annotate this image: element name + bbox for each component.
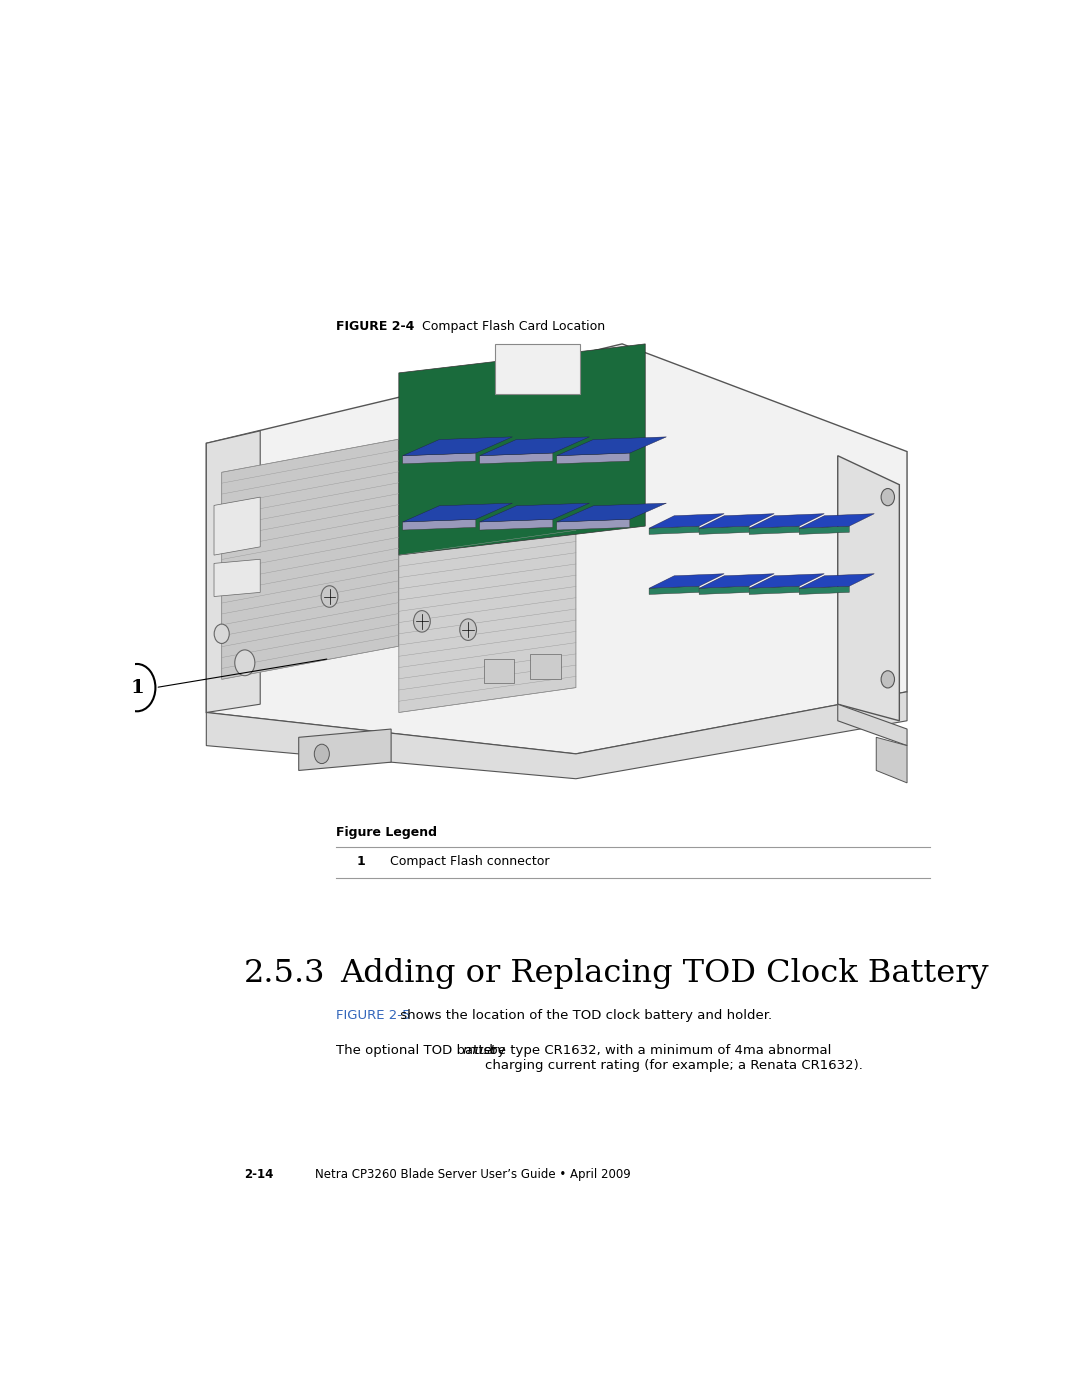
Polygon shape xyxy=(556,453,630,464)
Circle shape xyxy=(460,619,476,640)
Circle shape xyxy=(119,664,156,711)
Polygon shape xyxy=(750,587,799,595)
Polygon shape xyxy=(799,587,849,595)
Polygon shape xyxy=(799,574,875,588)
Polygon shape xyxy=(876,738,907,782)
Polygon shape xyxy=(556,520,630,529)
Polygon shape xyxy=(399,344,645,555)
Text: Compact Flash Card Location: Compact Flash Card Location xyxy=(409,320,605,334)
Polygon shape xyxy=(750,514,824,528)
Text: 1: 1 xyxy=(356,855,365,868)
Circle shape xyxy=(321,585,338,608)
Text: must: must xyxy=(462,1045,496,1058)
Text: 2-14: 2-14 xyxy=(244,1168,273,1180)
Polygon shape xyxy=(699,587,750,595)
Circle shape xyxy=(414,610,430,631)
Polygon shape xyxy=(399,531,576,712)
Text: be type CR1632, with a minimum of 4ma abnormal
charging current rating (for exam: be type CR1632, with a minimum of 4ma ab… xyxy=(485,1045,863,1073)
Polygon shape xyxy=(484,658,514,683)
Polygon shape xyxy=(480,520,553,529)
Text: Compact Flash connector: Compact Flash connector xyxy=(390,855,550,868)
Polygon shape xyxy=(221,439,399,679)
Polygon shape xyxy=(403,453,476,464)
Polygon shape xyxy=(299,729,391,771)
Polygon shape xyxy=(649,574,725,588)
Polygon shape xyxy=(750,527,799,535)
Polygon shape xyxy=(649,527,699,535)
Polygon shape xyxy=(206,430,260,712)
Polygon shape xyxy=(495,344,580,394)
Polygon shape xyxy=(750,574,824,588)
Polygon shape xyxy=(480,453,553,464)
Text: The optional TOD battery: The optional TOD battery xyxy=(336,1045,510,1058)
Text: Netra CP3260 Blade Server User’s Guide • April 2009: Netra CP3260 Blade Server User’s Guide •… xyxy=(315,1168,631,1180)
Polygon shape xyxy=(699,574,774,588)
Polygon shape xyxy=(699,514,774,528)
Polygon shape xyxy=(649,587,699,595)
Text: Adding or Replacing TOD Clock Battery: Adding or Replacing TOD Clock Battery xyxy=(340,958,988,989)
Text: 2.5.3: 2.5.3 xyxy=(244,958,325,989)
Text: 1: 1 xyxy=(130,679,144,697)
Polygon shape xyxy=(556,437,666,455)
Polygon shape xyxy=(556,503,666,522)
Polygon shape xyxy=(206,692,907,778)
Circle shape xyxy=(314,745,329,764)
Polygon shape xyxy=(799,527,849,535)
Text: Figure Legend: Figure Legend xyxy=(336,826,437,840)
Polygon shape xyxy=(480,503,590,522)
Polygon shape xyxy=(403,437,512,455)
Polygon shape xyxy=(799,514,875,528)
Polygon shape xyxy=(838,455,900,721)
Polygon shape xyxy=(529,655,561,679)
Polygon shape xyxy=(214,559,260,597)
Text: FIGURE 2-5: FIGURE 2-5 xyxy=(336,1009,410,1021)
Polygon shape xyxy=(480,437,590,455)
Text: FIGURE 2-4: FIGURE 2-4 xyxy=(336,320,415,334)
Polygon shape xyxy=(403,520,476,529)
Polygon shape xyxy=(403,503,512,522)
Polygon shape xyxy=(699,527,750,535)
Circle shape xyxy=(234,650,255,676)
Text: shows the location of the TOD clock battery and holder.: shows the location of the TOD clock batt… xyxy=(396,1009,772,1021)
Circle shape xyxy=(881,489,894,506)
Circle shape xyxy=(881,671,894,687)
Circle shape xyxy=(214,624,229,644)
Polygon shape xyxy=(214,497,260,555)
Polygon shape xyxy=(649,514,725,528)
Polygon shape xyxy=(206,344,907,754)
Polygon shape xyxy=(838,704,907,746)
